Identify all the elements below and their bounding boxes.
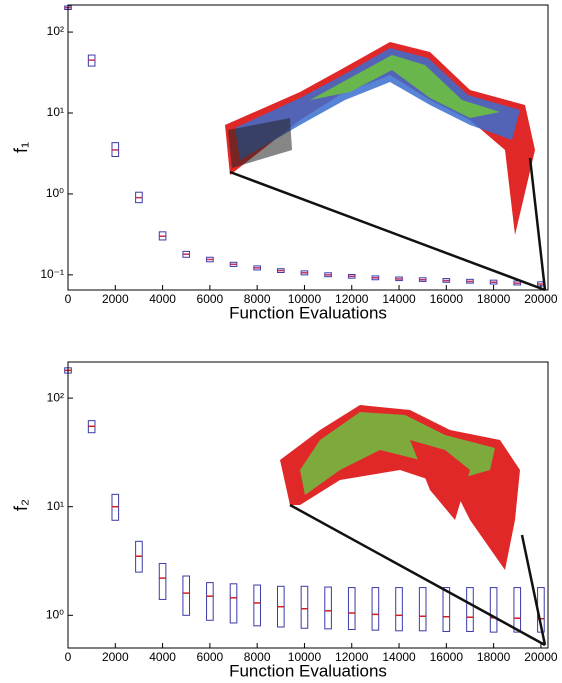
x-tick-label: 12000 <box>335 292 369 306</box>
x-tick-label: 20000 <box>524 292 558 306</box>
box <box>513 587 522 633</box>
box <box>158 562 167 600</box>
panel: 0 2000 4000 6000 8000 10000 12000 14000 16000 180… <box>11 361 558 680</box>
inset-surface-2 <box>280 405 547 647</box>
x-tick-label: 4000 <box>149 650 176 664</box>
x-tick-label: 8000 <box>244 292 271 306</box>
x-tick-label: 8000 <box>244 650 271 664</box>
y-axis-label: f₂ <box>11 499 31 511</box>
x-tick-label: 16000 <box>430 650 464 664</box>
box <box>395 587 403 632</box>
plot-frame <box>67 361 549 649</box>
y-tick-label: 10² <box>47 390 64 404</box>
box <box>229 583 238 624</box>
y-tick-label: 10⁰ <box>46 607 64 621</box>
box <box>489 587 498 633</box>
box <box>324 586 332 630</box>
x-tick-label: 0 <box>65 650 72 664</box>
y-tick-label: 10² <box>47 24 64 38</box>
x-tick-label: 16000 <box>430 292 464 306</box>
box <box>466 587 474 632</box>
x-tick-label: 18000 <box>477 650 511 664</box>
y-tick-label: 10⁻¹ <box>40 267 64 281</box>
x-tick-label: 10000 <box>288 650 322 664</box>
x-tick-label: 2000 <box>102 650 129 664</box>
inset-surface-1 <box>225 42 547 292</box>
x-tick-label: 2000 <box>102 292 129 306</box>
x-axis-label: Function Evaluations <box>229 661 387 680</box>
x-tick-label: 18000 <box>477 292 511 306</box>
plot-frame <box>67 4 549 291</box>
x-tick-label: 4000 <box>149 292 176 306</box>
x-tick-label: 0 <box>65 292 72 306</box>
x-tick-label: 10000 <box>288 292 322 306</box>
x-tick-label: 6000 <box>197 650 224 664</box>
y-tick-label: 10¹ <box>47 105 64 119</box>
box <box>182 575 191 616</box>
x-tick-label: 20000 <box>524 650 558 664</box>
y-tick-label: 10¹ <box>47 499 64 513</box>
box <box>347 587 356 631</box>
y-axis-label: f₁ <box>11 142 31 153</box>
panel: 0 2000 4000 6000 8000 10000 12000 14000 16000 180… <box>11 4 558 322</box>
box <box>418 587 427 632</box>
box <box>371 587 380 631</box>
box <box>442 587 451 632</box>
box <box>253 584 261 627</box>
box <box>206 582 214 621</box>
x-tick-label: 12000 <box>335 650 369 664</box>
x-axis-label: Function Evaluations <box>229 303 387 322</box>
box <box>300 585 309 629</box>
x-tick-label: 14000 <box>382 292 416 306</box>
x-tick-label: 6000 <box>197 292 224 306</box>
y-tick-label: 10⁰ <box>46 186 64 200</box>
x-tick-label: 14000 <box>382 650 416 664</box>
